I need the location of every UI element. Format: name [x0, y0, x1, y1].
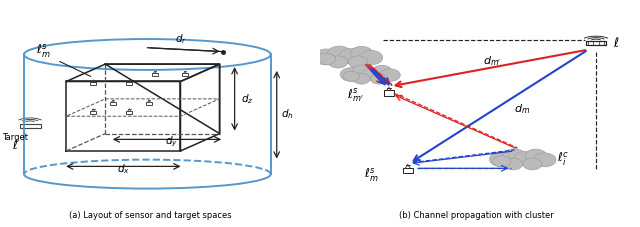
Circle shape	[314, 49, 339, 65]
Text: $\ell_m^s$: $\ell_m^s$	[36, 43, 51, 60]
Text: $d_z$: $d_z$	[241, 92, 253, 106]
Bar	[182, 73, 188, 76]
Text: $\ell^s_m$: $\ell^s_m$	[364, 166, 378, 184]
Text: (b) Channel propagation with cluster: (b) Channel propagation with cluster	[399, 212, 554, 220]
Text: $\ell^c_i$: $\ell^c_i$	[557, 151, 569, 168]
Circle shape	[353, 74, 370, 84]
Text: $d_x$: $d_x$	[117, 162, 130, 176]
Circle shape	[339, 49, 363, 64]
Bar	[20, 123, 40, 128]
Circle shape	[353, 65, 372, 78]
Bar	[90, 82, 96, 85]
Bar	[146, 102, 152, 105]
Circle shape	[525, 149, 547, 162]
Circle shape	[362, 67, 383, 80]
Bar	[109, 102, 116, 105]
Circle shape	[504, 158, 523, 170]
Text: $d_h$: $d_h$	[281, 107, 294, 121]
Bar	[384, 90, 394, 96]
Text: Target: Target	[2, 133, 28, 142]
Text: $\ell$: $\ell$	[12, 139, 18, 152]
Bar	[403, 168, 413, 173]
Text: $\ell^s_{m'}$: $\ell^s_{m'}$	[347, 86, 364, 104]
Circle shape	[343, 71, 360, 81]
Bar	[586, 41, 606, 45]
Text: $d_m$: $d_m$	[515, 102, 531, 116]
Circle shape	[372, 65, 392, 77]
Circle shape	[359, 50, 383, 65]
Circle shape	[380, 69, 400, 81]
Text: $d_r$: $d_r$	[175, 32, 186, 46]
Circle shape	[348, 56, 368, 68]
Circle shape	[490, 152, 515, 167]
Circle shape	[534, 153, 556, 167]
Circle shape	[371, 74, 387, 84]
Circle shape	[503, 149, 525, 163]
Circle shape	[328, 46, 351, 61]
Circle shape	[350, 46, 373, 60]
Text: (a) Layout of sensor and target spaces: (a) Layout of sensor and target spaces	[69, 212, 232, 220]
Bar	[152, 73, 158, 76]
Text: $d_{m'}$: $d_{m'}$	[483, 54, 502, 68]
Bar	[126, 82, 132, 85]
Circle shape	[340, 68, 363, 81]
Bar	[90, 111, 96, 114]
Circle shape	[514, 151, 538, 166]
Circle shape	[523, 158, 542, 170]
Bar	[126, 111, 132, 114]
Text: $\ell$: $\ell$	[613, 36, 620, 50]
Circle shape	[317, 53, 336, 65]
Circle shape	[493, 156, 511, 167]
Text: $d_y$: $d_y$	[165, 135, 178, 149]
Circle shape	[328, 56, 348, 68]
